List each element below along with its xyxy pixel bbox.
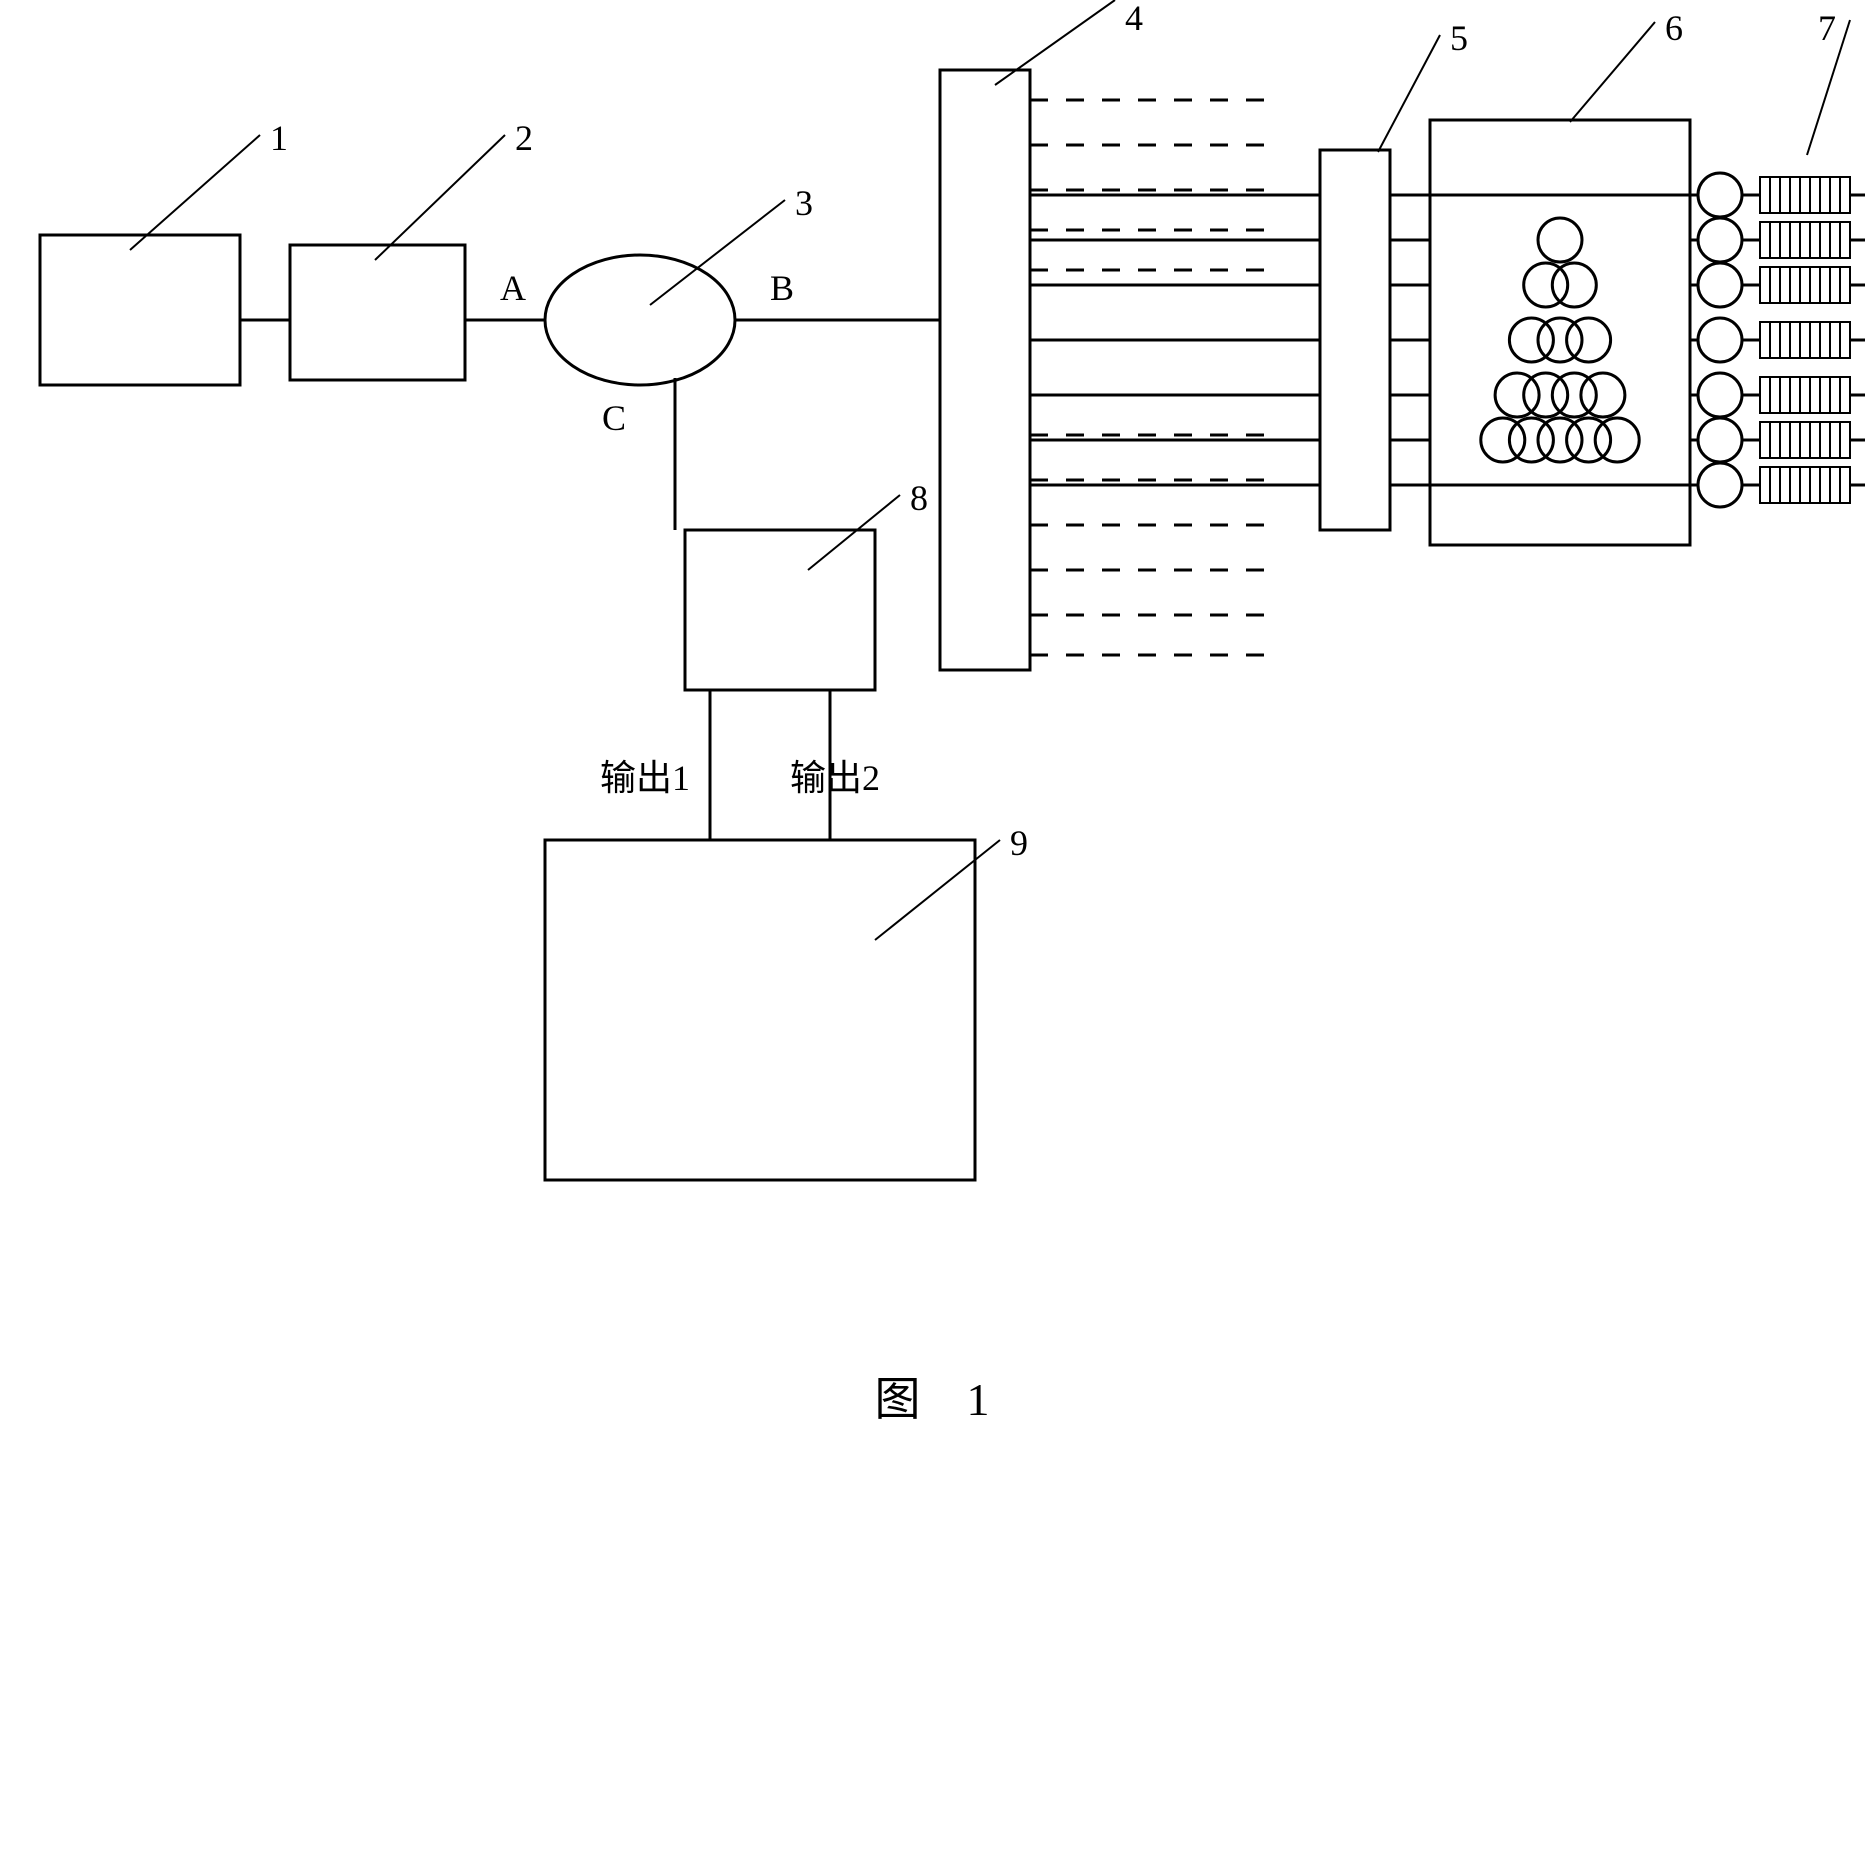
block-2 — [290, 245, 465, 380]
block-4 — [940, 70, 1030, 670]
block-5-components — [1390, 173, 1865, 507]
svg-text:2: 2 — [515, 118, 533, 158]
port-label-c: C — [602, 398, 626, 438]
svg-text:9: 9 — [1010, 823, 1028, 863]
leader-lines: 1 2 3 4 5 6 7 8 9 — [130, 0, 1850, 940]
block-9 — [545, 840, 975, 1180]
block-5 — [1320, 150, 1390, 530]
block-3-ellipse — [545, 255, 735, 385]
output-1-label: 输出1 — [600, 758, 690, 798]
block-6 — [1430, 120, 1690, 545]
svg-text:3: 3 — [795, 183, 813, 223]
block-1 — [40, 235, 240, 385]
diagram-canvas: 1 2 3 4 5 6 7 8 9 A B C 输出1 输出2 图 1 — [0, 0, 1865, 1860]
port-label-a: A — [500, 268, 526, 308]
block-8 — [685, 530, 875, 690]
svg-text:6: 6 — [1665, 8, 1683, 48]
output-2-label: 输出2 — [790, 758, 880, 798]
svg-text:5: 5 — [1450, 18, 1468, 58]
svg-text:7: 7 — [1818, 8, 1836, 48]
svg-text:4: 4 — [1125, 0, 1143, 38]
block-4-lines — [1030, 100, 1320, 655]
svg-text:1: 1 — [270, 118, 288, 158]
figure-caption: 图 1 — [875, 1374, 990, 1425]
port-label-b: B — [770, 268, 794, 308]
svg-text:8: 8 — [910, 478, 928, 518]
